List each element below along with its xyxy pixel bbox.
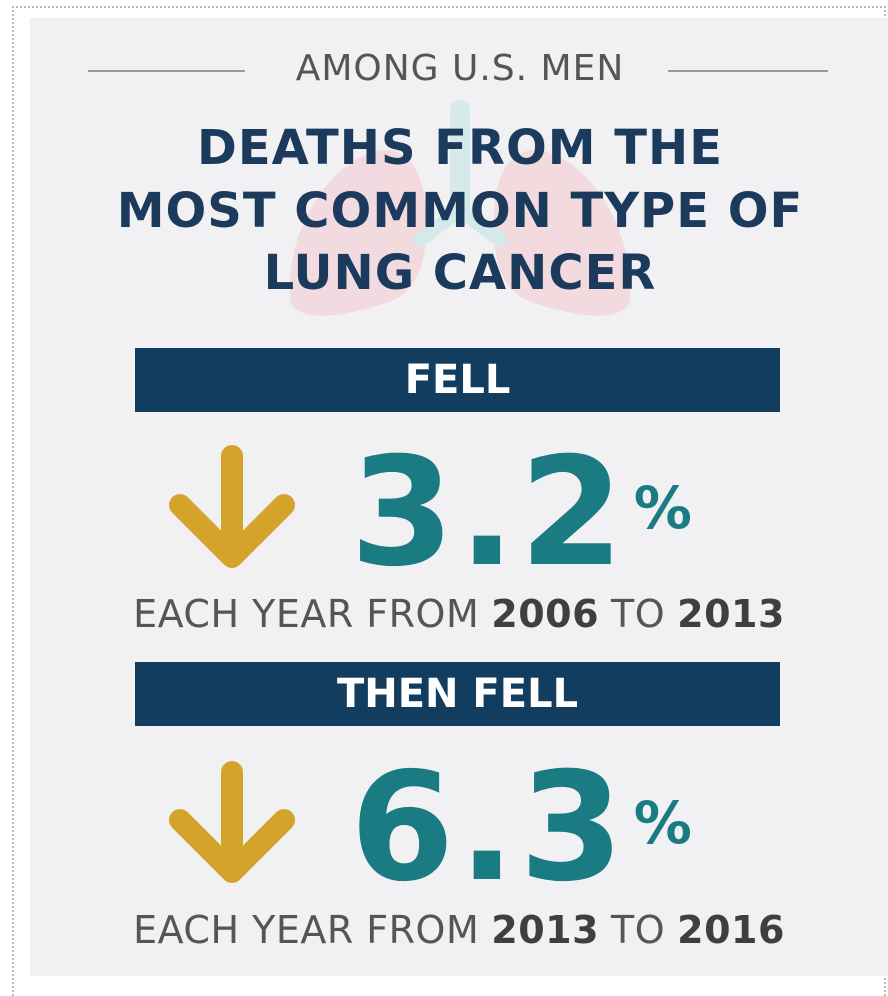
- down-arrow: [169, 445, 295, 568]
- text: EACH YEAR FROM: [133, 908, 480, 952]
- stat-value: 6.3%: [350, 748, 692, 903]
- year: 2013: [491, 908, 600, 952]
- lung-icon: [289, 100, 631, 316]
- title-line: DEATHS FROM THE: [197, 120, 723, 176]
- text: TO: [611, 592, 666, 636]
- unit: %: [633, 474, 692, 542]
- stat-value: 3.2%: [350, 433, 692, 588]
- period: EACH YEAR FROM 2013 TO 2016: [0, 908, 888, 952]
- value: 6.3: [350, 741, 628, 915]
- down-arrow: [169, 761, 295, 883]
- year: 2006: [491, 592, 600, 636]
- kicker: AMONG U.S. MEN: [295, 48, 625, 89]
- title-line: MOST COMMON TYPE OF: [116, 183, 804, 239]
- text: EACH YEAR FROM: [133, 592, 480, 636]
- divider: [668, 70, 828, 72]
- period: EACH YEAR FROM 2006 TO 2013: [0, 592, 888, 636]
- text: TO: [611, 908, 666, 952]
- year: 2013: [677, 592, 785, 636]
- banner: THEN FELL: [135, 662, 780, 726]
- title-line: LUNG CANCER: [263, 245, 657, 301]
- value: 3.2: [350, 426, 628, 600]
- banner: FELL: [135, 348, 780, 412]
- unit: %: [633, 789, 692, 857]
- year: 2016: [677, 908, 785, 952]
- divider: [88, 70, 245, 72]
